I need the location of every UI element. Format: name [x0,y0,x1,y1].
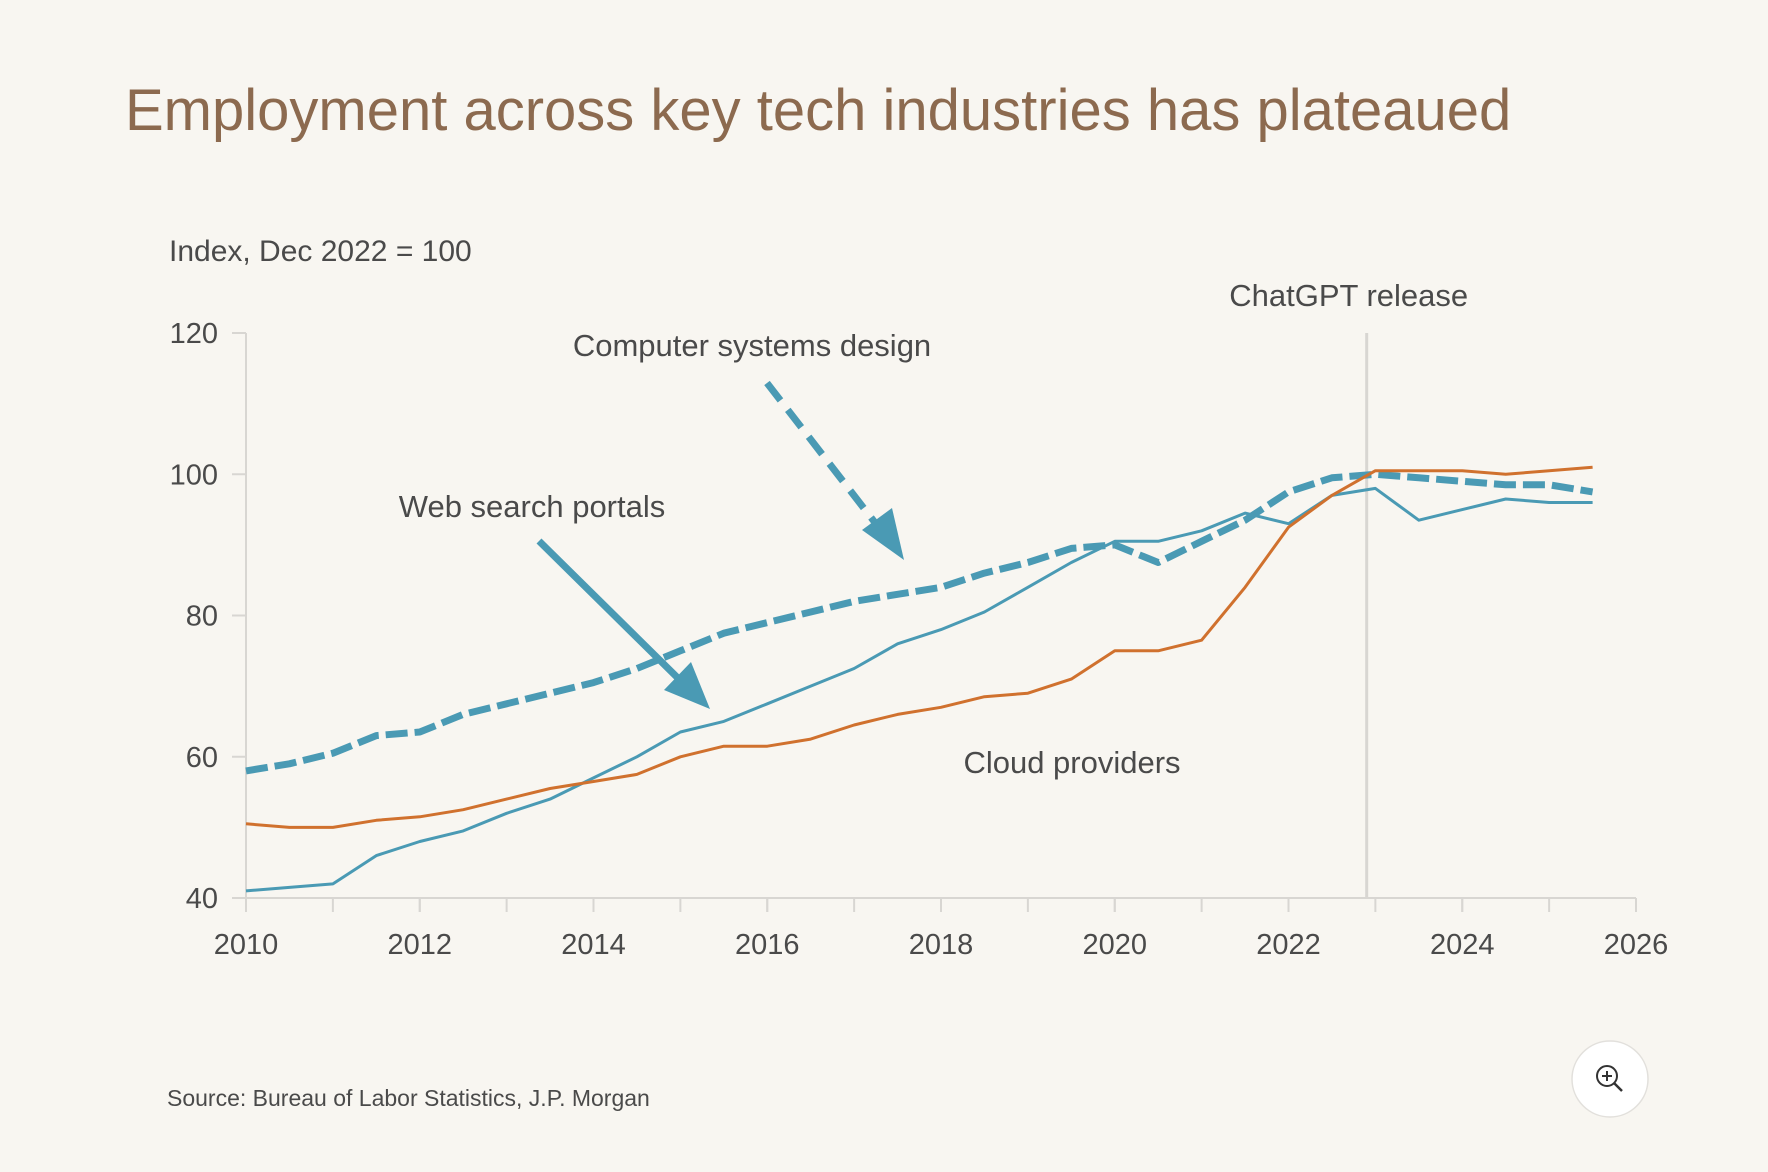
x-tick-label: 2024 [1430,929,1495,961]
zoom-button[interactable] [1571,1040,1649,1118]
series-line [245,486,1593,893]
arrow [536,538,710,709]
y-tick-label: 60 [186,742,218,774]
x-tick-label: 2016 [735,929,800,961]
y-tick-label: 120 [170,318,218,350]
x-tick-label: 2012 [387,929,452,961]
annotation-label: ChatGPT release [1229,278,1468,313]
series-label: Cloud providers [963,745,1180,780]
x-tick-label: 2018 [909,929,974,961]
chart-subtitle: Index, Dec 2022 = 100 [169,235,472,268]
x-tick-label: 2022 [1256,929,1321,961]
y-tick-label: 100 [170,459,218,491]
y-tick-label: 40 [186,883,218,915]
series-line [245,465,1593,829]
chart-title: Employment across key tech industries ha… [125,78,1511,143]
series-label: Web search portals [399,489,666,524]
x-tick-label: 2014 [561,929,626,961]
series-label: Computer systems design [573,328,931,363]
x-tick-label: 2010 [214,929,279,961]
y-tick-label: 80 [186,601,218,633]
x-tick-label: 2020 [1082,929,1147,961]
arrow [764,380,904,560]
source-note: Source: Bureau of Labor Statistics, J.P.… [167,1085,650,1111]
x-tick-label: 2026 [1604,929,1669,961]
